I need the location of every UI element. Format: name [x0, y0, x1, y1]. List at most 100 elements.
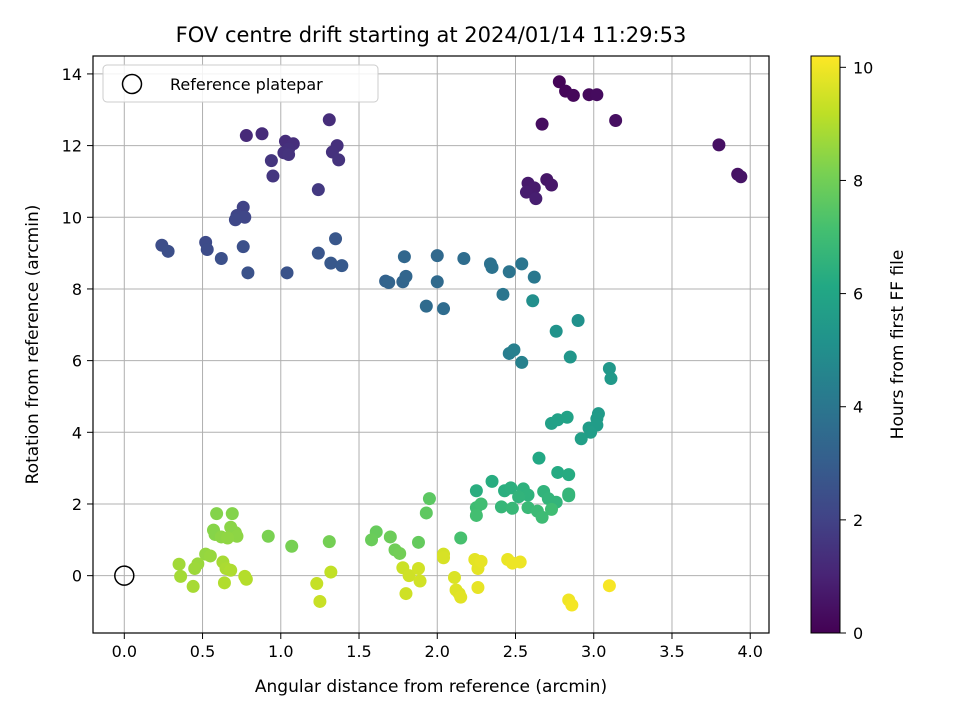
data-point	[565, 598, 579, 612]
legend: Reference platepar	[102, 64, 379, 103]
data-point	[382, 275, 396, 289]
data-point	[609, 114, 623, 128]
legend-box	[102, 64, 379, 103]
data-point	[311, 246, 325, 260]
data-point	[413, 574, 427, 588]
chart-title: FOV centre drift starting at 2024/01/14 …	[176, 23, 687, 47]
data-point	[544, 178, 558, 192]
x-tick-label: 3.5	[659, 642, 684, 661]
data-point	[469, 508, 483, 522]
data-point	[324, 565, 338, 579]
y-tick-label: 14	[62, 65, 82, 84]
data-point	[324, 256, 338, 270]
x-tick-label: 2.0	[425, 642, 450, 661]
data-point	[496, 287, 510, 301]
colorbar-tick-label: 0	[853, 624, 863, 643]
data-point	[562, 489, 576, 503]
data-point	[411, 561, 425, 575]
data-point	[172, 557, 186, 571]
x-tick-label: 0.5	[190, 642, 215, 661]
y-tick-label: 0	[72, 567, 82, 586]
data-point	[454, 531, 468, 545]
data-point	[551, 465, 565, 479]
y-tick-label: 2	[72, 495, 82, 514]
data-point	[454, 590, 468, 604]
data-point	[210, 507, 224, 521]
plot-frame	[92, 55, 770, 634]
data-point	[225, 507, 239, 521]
colorbar-tick-label: 4	[853, 398, 863, 417]
data-point	[604, 372, 618, 386]
data-point	[214, 251, 228, 265]
grid	[93, 56, 769, 633]
data-point	[566, 88, 580, 102]
data-point	[515, 257, 529, 271]
reference-point	[114, 565, 135, 586]
data-point	[266, 169, 280, 183]
data-point	[515, 355, 529, 369]
data-point	[186, 579, 200, 593]
data-point	[239, 572, 253, 586]
data-point	[471, 580, 485, 594]
data-point	[393, 546, 407, 560]
data-point	[504, 481, 518, 495]
y-tick-label: 6	[72, 352, 82, 371]
data-point	[519, 185, 533, 199]
data-point	[560, 410, 574, 424]
data-point	[411, 535, 425, 549]
data-point	[532, 451, 546, 465]
colorbar-tick-label: 2	[853, 511, 863, 530]
x-tick-label: 3.0	[581, 642, 606, 661]
data-point	[437, 302, 451, 316]
data-point	[535, 117, 549, 131]
data-point	[203, 549, 217, 563]
data-point	[430, 275, 444, 289]
data-point	[552, 75, 566, 89]
data-point	[563, 350, 577, 364]
reference-marker	[114, 565, 135, 586]
data-point	[419, 506, 433, 520]
data-point	[282, 148, 296, 162]
data-point	[285, 539, 299, 553]
colorbar-ticks: 0 2 4 6 8 10	[840, 58, 873, 643]
data-point	[399, 587, 413, 601]
data-point	[549, 324, 563, 338]
y-tick-label: 4	[72, 423, 82, 442]
data-point	[590, 88, 604, 102]
data-point	[221, 531, 235, 545]
x-tick-label: 0.0	[112, 642, 137, 661]
data-point	[383, 530, 397, 544]
y-axis-ticks: 0 2 4 6 8 10 12 14	[62, 65, 93, 586]
data-point	[322, 535, 336, 549]
data-point	[365, 533, 379, 547]
data-point	[457, 251, 471, 265]
data-point	[335, 259, 349, 273]
data-point	[313, 594, 327, 608]
x-tick-label: 4.0	[737, 642, 762, 661]
data-point	[505, 501, 519, 515]
data-point	[239, 129, 253, 143]
data-point	[188, 561, 202, 575]
data-point	[485, 474, 499, 488]
colorbar-gradient	[810, 55, 841, 634]
data-point	[161, 244, 175, 258]
data-point	[437, 551, 451, 565]
x-tick-label: 1.5	[346, 642, 371, 661]
y-tick-label: 8	[72, 280, 82, 299]
data-point	[447, 570, 461, 584]
y-axis-label: Rotation from reference (arcmin)	[23, 205, 43, 485]
data-point	[311, 183, 325, 197]
data-points	[155, 75, 748, 612]
data-point	[494, 500, 508, 514]
data-point	[322, 113, 336, 127]
data-point	[602, 579, 616, 593]
y-tick-label: 12	[62, 137, 82, 156]
y-tick-label: 10	[62, 208, 82, 227]
data-point	[236, 240, 250, 254]
data-point	[544, 502, 558, 516]
data-point	[261, 529, 275, 543]
data-point	[241, 266, 255, 280]
x-axis-label: Angular distance from reference (arcmin)	[255, 677, 607, 697]
data-point	[734, 170, 748, 184]
